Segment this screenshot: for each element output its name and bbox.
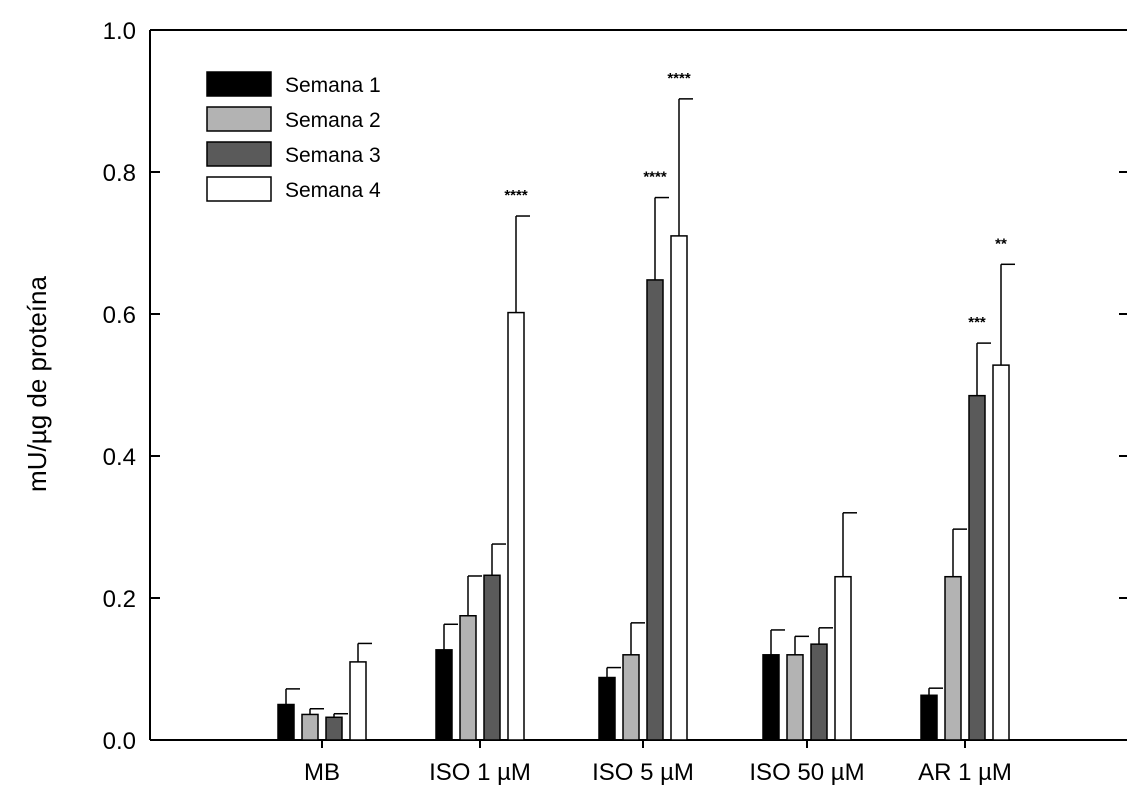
bar [325,716,343,741]
bar [483,574,501,741]
x-tick-label: AR 1 µM [918,759,1012,786]
y-tick-label: 0.2 [103,586,136,613]
significance-label: **** [667,70,691,87]
significance-label: **** [504,187,528,204]
legend-label: Semana 2 [285,109,381,132]
bar [968,394,986,741]
x-tick-label: ISO 50 µM [749,759,864,786]
legend-swatch [206,176,272,202]
bar [920,694,938,741]
legend-swatch [206,106,272,132]
bar [277,703,295,741]
bars-layer [277,98,1015,741]
bar [646,279,664,741]
legend: Semana 1 Semana 2 Semana 3 Semana 4 [206,71,381,202]
significance-label: *** [968,314,986,331]
bar [944,575,962,741]
y-tick-label: 0.8 [103,160,136,187]
x-tick-label: MB [304,759,340,786]
bar [459,615,477,741]
bar [786,654,804,741]
y-tick-label: 0.6 [103,302,136,329]
legend-swatch [206,141,272,167]
bar [762,654,780,741]
legend-label: Semana 4 [285,179,381,202]
legend-label: Semana 3 [285,144,381,167]
significance-label: ** [995,235,1007,252]
bar [349,661,367,741]
bar [435,649,453,741]
bar [670,235,688,741]
legend-label: Semana 1 [285,74,381,97]
bar [507,311,525,741]
text-layer: mU/µg de proteína 0.0 0.2 0.4 0.6 0.8 1.0 MB IS… [22,18,1012,786]
bar [301,713,319,741]
y-tick-label: 1.0 [103,18,136,45]
x-tick-label: ISO 5 µM [592,759,694,786]
y-tick-label: 0.4 [103,444,136,471]
bar [992,364,1010,741]
y-tick-label: 0.0 [103,728,136,755]
legend-swatch [206,71,272,97]
bar [834,575,852,741]
bar [598,676,616,741]
significance-label: **** [643,169,667,186]
bar [810,643,828,741]
x-tick-label: ISO 1 µM [429,759,531,786]
y-axis-label: mU/µg de proteína [22,276,52,492]
bar [622,654,640,741]
